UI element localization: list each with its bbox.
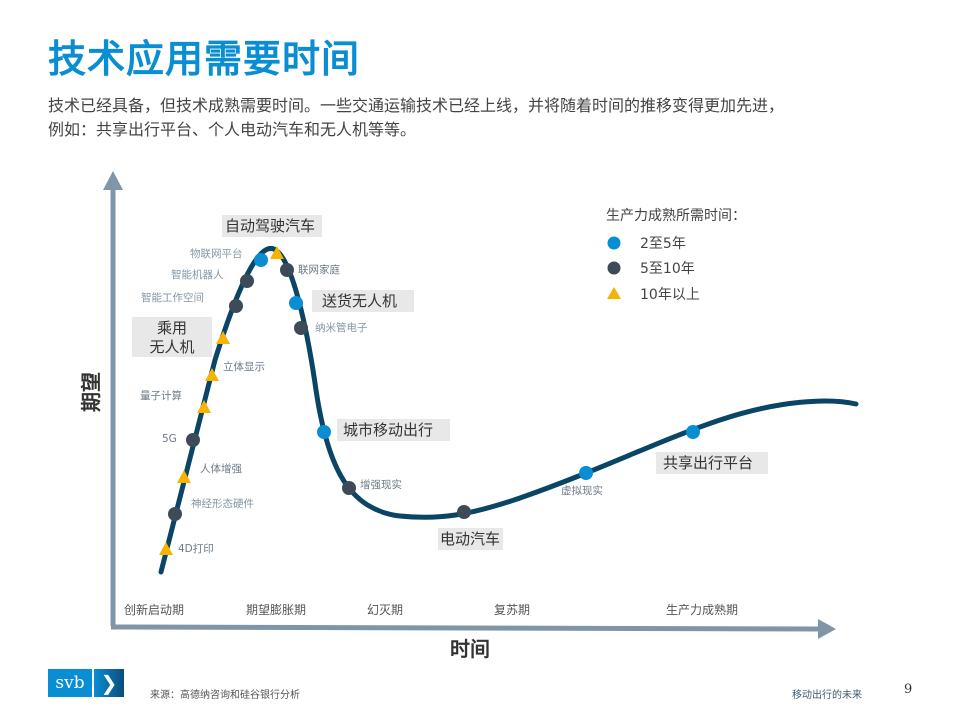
highlight-box bbox=[438, 528, 503, 550]
triangle-marker-icon bbox=[197, 400, 211, 413]
markers bbox=[159, 246, 700, 555]
intro-line-1: 技术已经具备，但技术成熟需要时间。一些交通运输技术已经上线，并将随着时间的推移变… bbox=[48, 96, 785, 115]
stage-label: 复苏期 bbox=[494, 603, 530, 617]
point-label: 城市移动出行 bbox=[343, 421, 433, 439]
point-label: 量子计算 bbox=[140, 389, 182, 402]
highlight-box bbox=[132, 317, 212, 357]
dark-circle-marker-icon bbox=[280, 263, 294, 277]
triangle-marker-icon bbox=[177, 470, 191, 483]
svb-logo: svb ❯ bbox=[48, 669, 124, 697]
stage-label: 创新启动期 bbox=[124, 602, 184, 617]
highlight-box bbox=[222, 215, 322, 237]
x-axis-arrow-icon bbox=[818, 619, 836, 639]
point-label: 智能工作空间 bbox=[141, 291, 204, 304]
highlight-box bbox=[312, 290, 414, 312]
axes bbox=[103, 171, 836, 639]
blue-circle-marker-icon bbox=[254, 253, 268, 267]
legend-item: 2至5年 bbox=[640, 236, 686, 252]
stage-label: 幻灭期 bbox=[367, 603, 403, 617]
highlight-box bbox=[337, 419, 450, 441]
intro-line-2: 例如：共享出行平台、个人电动汽车和无人机等等。 bbox=[48, 120, 417, 139]
legend: 生产力成熟所需时间： 2至5年 5至10年 10年以上 bbox=[606, 208, 746, 303]
page-number: 9 bbox=[904, 682, 913, 697]
legend-item: 10年以上 bbox=[640, 287, 700, 303]
dark-circle-legend-icon bbox=[607, 261, 621, 275]
point-label: 智能机器人 bbox=[171, 268, 224, 281]
dark-circle-marker-icon bbox=[186, 433, 200, 447]
y-axis-label: 期望 bbox=[79, 372, 103, 412]
point-label: 人体增强 bbox=[200, 462, 242, 475]
legend-title: 生产力成熟所需时间： bbox=[606, 208, 746, 224]
page-title: 技术应用需要时间 bbox=[48, 37, 361, 81]
point-label: 物联网平台 bbox=[190, 247, 243, 260]
section-title: 移动出行的未来 bbox=[792, 690, 862, 701]
point-label: 神经形态硬件 bbox=[191, 497, 254, 510]
point-label: 立体显示 bbox=[223, 360, 265, 373]
point-label: 自动驾驶汽车 bbox=[225, 217, 315, 235]
dark-circle-marker-icon bbox=[229, 299, 243, 313]
triangle-legend-icon bbox=[607, 287, 621, 299]
triangle-marker-icon bbox=[205, 368, 219, 381]
x-axis-label: 时间 bbox=[450, 637, 490, 661]
blue-circle-marker-icon bbox=[579, 466, 593, 480]
point-label: 乘用 bbox=[157, 319, 187, 337]
hype-curve bbox=[158, 245, 859, 575]
stage-label: 期望膨胀期 bbox=[246, 603, 306, 617]
source-note: 来源：高德纳咨询和硅谷银行分析 bbox=[150, 690, 300, 701]
dark-circle-marker-icon bbox=[457, 505, 471, 519]
dark-circle-marker-icon bbox=[168, 507, 182, 521]
stage-label: 生产力成熟期 bbox=[666, 602, 738, 617]
highlight-box bbox=[656, 452, 768, 474]
y-axis-arrow-icon bbox=[103, 171, 123, 190]
triangle-marker-icon bbox=[216, 331, 230, 344]
point-label: 5G bbox=[162, 433, 177, 445]
legend-item: 5至10年 bbox=[640, 261, 695, 277]
blue-circle-legend-icon bbox=[607, 236, 621, 250]
point-label: 无人机 bbox=[149, 338, 194, 356]
blue-circle-marker-icon bbox=[289, 296, 303, 310]
point-label: 联网家庭 bbox=[298, 263, 340, 276]
blue-circle-marker-icon bbox=[317, 425, 331, 439]
triangle-marker-icon bbox=[270, 246, 284, 259]
point-label: 送货无人机 bbox=[322, 292, 397, 310]
point-label: 共享出行平台 bbox=[663, 454, 753, 472]
point-label: 4D打印 bbox=[178, 542, 214, 555]
point-label: 电动汽车 bbox=[440, 530, 500, 548]
intro-text: 技术已经具备，但技术成熟需要时间。一些交通运输技术已经上线，并将随着时间的推移变… bbox=[48, 94, 928, 142]
dark-circle-marker-icon bbox=[294, 321, 308, 335]
point-label: 纳米管电子 bbox=[315, 321, 368, 334]
point-label: 增强现实 bbox=[360, 478, 402, 491]
point-label: 虚拟现实 bbox=[561, 484, 603, 497]
logo-text: svb bbox=[48, 669, 92, 697]
blue-circle-marker-icon bbox=[686, 425, 700, 439]
dark-circle-marker-icon bbox=[240, 274, 254, 288]
chevron-right-icon: ❯ bbox=[94, 669, 124, 697]
dark-circle-marker-icon bbox=[342, 481, 356, 495]
triangle-marker-icon bbox=[159, 542, 173, 555]
